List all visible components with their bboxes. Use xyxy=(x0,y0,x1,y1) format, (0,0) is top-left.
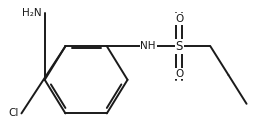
Text: NH: NH xyxy=(140,41,156,51)
Text: H₂N: H₂N xyxy=(23,8,42,18)
Text: O: O xyxy=(175,14,183,24)
Text: Cl: Cl xyxy=(8,108,19,118)
Text: O: O xyxy=(175,69,183,78)
Text: S: S xyxy=(176,40,183,53)
